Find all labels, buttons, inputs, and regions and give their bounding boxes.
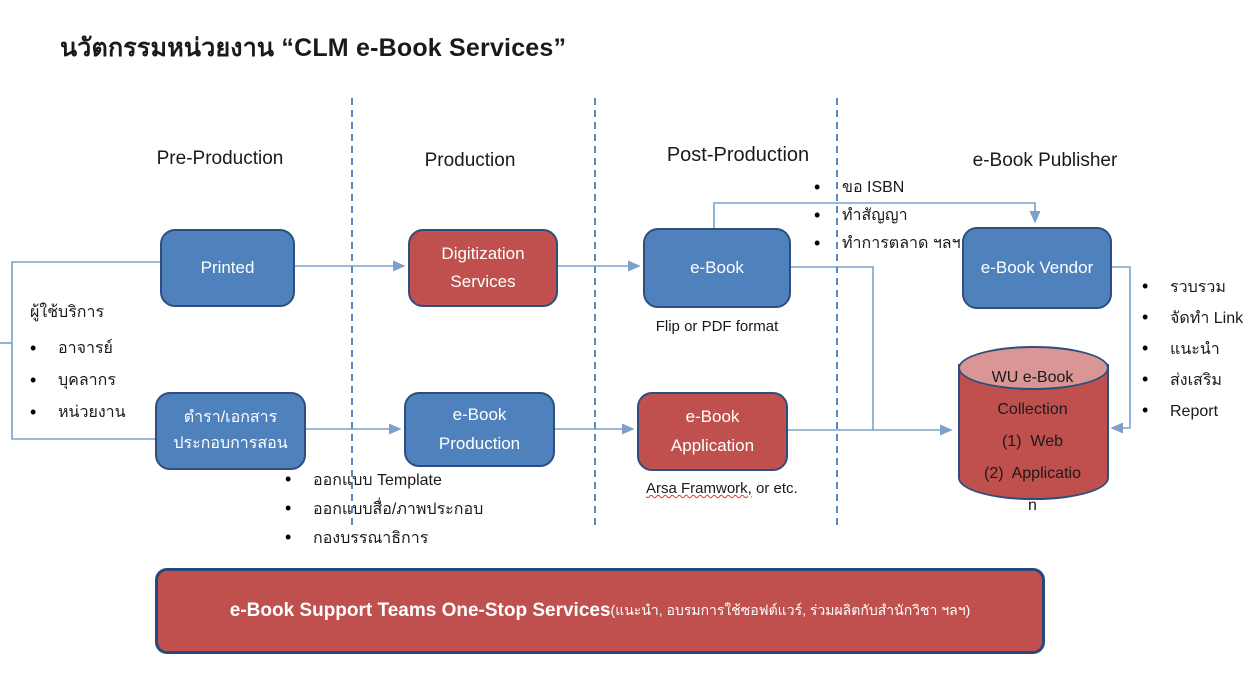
banner-main-text: e-Book Support Teams One-Stop Services: [229, 600, 611, 621]
node-label: e-Book: [452, 405, 507, 425]
publisher-tasks-list: ขอ ISBN ทำสัญญา ทำการตลาด ฯลฯ: [812, 173, 961, 258]
column-divider-dashed-lines: [351, 98, 838, 530]
node-label: Application: [670, 435, 755, 455]
node-label: (2) Applicatio: [984, 465, 1081, 482]
framework-name: Arsa Framwork,: [646, 480, 752, 497]
slide-title: นวัตกรรมหน่วยงาน “CLM e-Book Services”: [60, 34, 567, 62]
list-item: แนะนำ: [1140, 333, 1243, 365]
node-ebook-production: e-Book Production: [404, 392, 555, 467]
column-header-post-production: Post-Production: [666, 144, 810, 166]
node-label: Services: [450, 272, 516, 291]
list-item: ทำการตลาด ฯลฯ: [812, 229, 961, 258]
line-ebook-down-to-collection: [787, 266, 874, 430]
banner-paren-text: (แนะนำ, อบรมการใช้ซอฟต์แวร์, ร่วมผลิตกับ…: [610, 602, 971, 618]
node-digitization-services: Digitization Services: [408, 229, 558, 307]
column-header-production: Production: [424, 150, 516, 171]
arrow-vendor-to-collection: [1107, 266, 1131, 434]
node-label: ประกอบการสอน: [173, 435, 288, 452]
node-label: (1) Web: [1001, 433, 1064, 450]
list-item: กองบรรณาธิการ: [283, 523, 483, 553]
column-header-ebook-publisher: e-Book Publisher: [972, 150, 1118, 171]
node-label: WU e-Book: [991, 369, 1074, 386]
design-tasks-list: ออกแบบ Template ออกแบบสื่อ/ภาพประกอบ กอง…: [283, 465, 483, 553]
list-item: ออกแบบสื่อ/ภาพประกอบ: [283, 494, 483, 524]
node-ebook-vendor: e-Book Vendor: [962, 227, 1112, 309]
list-item: จัดทำ Link: [1140, 302, 1243, 334]
collection-cylinder-body: [958, 364, 1109, 500]
list-item: ทำสัญญา: [812, 201, 961, 230]
collection-cylinder-top: [958, 346, 1109, 390]
list-item: รวบรวม: [1140, 271, 1243, 303]
node-ebook: e-Book: [643, 228, 791, 308]
node-label: e-Book Vendor: [980, 257, 1094, 277]
users-list: อาจารย์ บุคลากร หน่วยงาน: [28, 332, 126, 429]
ebook-format-caption: Flip or PDF format: [655, 318, 779, 335]
node-label: ตำรา/เอกสาร: [183, 408, 278, 426]
node-wu-ebook-collection: WU e-Book Collection (1) Web (2) Applica…: [950, 362, 1115, 522]
node-label: e-Book: [690, 257, 744, 277]
list-item: ออกแบบ Template: [283, 465, 483, 495]
node-label: Digitization: [441, 243, 525, 263]
list-item: อาจารย์: [28, 332, 126, 365]
list-item: ขอ ISBN: [812, 173, 961, 202]
users-block: ผู้ใช้บริการ อาจารย์ บุคลากร หน่วยงาน: [28, 300, 126, 429]
flow-arrows: [0, 202, 1131, 440]
vendor-tasks-list: รวบรวม จัดทำ Link แนะนำ ส่งเสริม Report: [1140, 271, 1243, 427]
column-header-pre-production: Pre-Production: [156, 148, 284, 169]
framework-rest: or etc.: [751, 480, 798, 497]
list-item: บุคลากร: [28, 364, 126, 397]
node-ebook-application: e-Book Application: [637, 392, 788, 471]
list-item: ส่งเสริม: [1140, 364, 1243, 396]
node-label: Printed: [200, 257, 255, 277]
list-item: Report: [1140, 395, 1243, 427]
node-tamra-documents: ตำรา/เอกสาร ประกอบการสอน: [155, 392, 306, 470]
node-label: Collection: [997, 401, 1068, 418]
users-bracket-line: [11, 261, 160, 440]
node-label: Production: [438, 433, 521, 453]
list-item: หน่วยงาน: [28, 396, 126, 429]
support-teams-banner: e-Book Support Teams One-Stop Services (…: [155, 568, 1045, 654]
application-framework-caption: Arsa Framwork, or etc.: [646, 480, 798, 497]
node-label: e-Book: [685, 407, 740, 427]
node-label: n: [1028, 497, 1037, 514]
node-printed: Printed: [160, 229, 295, 307]
users-heading: ผู้ใช้บริการ: [30, 304, 105, 321]
